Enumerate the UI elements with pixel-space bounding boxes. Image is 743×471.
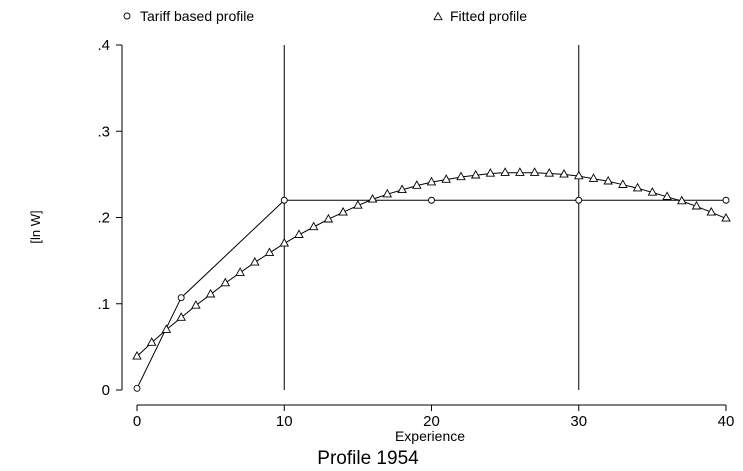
- fitted-profile-point: [647, 187, 658, 196]
- tariff-profile-point: [280, 196, 288, 204]
- fitted-profile-point: [132, 350, 142, 360]
- y-tick-label: .1: [97, 296, 110, 313]
- chart-title: Profile 1954: [317, 448, 419, 469]
- fitted-profile-point: [691, 200, 702, 210]
- fitted-profile-point: [662, 191, 672, 200]
- fitted-profile-point: [146, 337, 157, 346]
- fitted-profile-point: [677, 195, 687, 205]
- y-axis-label: [ln W]: [28, 210, 43, 243]
- fitted-profile-point: [235, 267, 245, 276]
- fitted-profile-point: [603, 175, 613, 185]
- legend: Tariff based profile Fitted profile: [123, 8, 527, 24]
- x-tick-label: 20: [423, 413, 440, 430]
- y-tick-label: .4: [97, 37, 110, 54]
- legend-label-tariff: Tariff based profile: [140, 8, 254, 24]
- axes: 0 .1 .2 .3 .4 0 10 20 30 40: [97, 37, 734, 430]
- fitted-profile-point: [191, 300, 201, 309]
- fitted-profile-point: [632, 182, 643, 192]
- fitted-profile-point: [529, 167, 540, 176]
- legend-circle-marker: [123, 12, 131, 20]
- fitted-profile-point: [161, 324, 172, 333]
- fitted-profile-point: [574, 170, 584, 180]
- fitted-profile-point: [500, 167, 510, 176]
- x-axis-label: Experience: [395, 428, 465, 444]
- legend-triangle-marker: [433, 11, 443, 21]
- fitted-profile-point: [397, 184, 407, 194]
- x-tick-label: 30: [570, 413, 587, 430]
- fitted-profile-point: [485, 168, 496, 177]
- x-tick-label: 40: [718, 413, 735, 430]
- fitted-profile-point: [338, 206, 348, 216]
- fitted-profile-point: [721, 212, 731, 222]
- tariff-profile-point: [575, 196, 583, 204]
- reference-lines: [283, 45, 580, 390]
- fitted-profile-point: [264, 247, 275, 257]
- y-tick-label: 0: [102, 382, 110, 399]
- fitted-profile-point: [559, 168, 569, 178]
- tariff-profile-point: [133, 384, 141, 392]
- fitted-profile-point: [515, 167, 525, 176]
- fitted-profile-point: [706, 206, 717, 216]
- tariff-profile-point: [177, 294, 185, 302]
- legend-label-fitted: Fitted profile: [450, 8, 527, 24]
- fitted-profile-point: [618, 179, 628, 188]
- tariff-profile-point: [428, 196, 435, 204]
- fitted-profile-point: [205, 288, 216, 298]
- fitted-profile-point: [176, 312, 186, 321]
- fitted-profile-point: [382, 188, 393, 198]
- fitted-profile-point: [353, 200, 363, 209]
- fitted-profile-point: [220, 277, 231, 287]
- fitted-profile-point: [367, 193, 378, 203]
- fitted-profile-point: [544, 168, 555, 177]
- x-tick-label: 0: [133, 413, 141, 430]
- x-tick-label: 10: [276, 413, 293, 430]
- fitted-profile-point: [456, 171, 466, 181]
- fitted-profile-point: [308, 221, 319, 231]
- tariff-profile-point: [722, 196, 730, 204]
- fitted-profile-point: [279, 237, 290, 247]
- fitted-profile-point: [323, 213, 334, 223]
- fitted-profile-point: [470, 169, 481, 179]
- fitted-profile-point: [426, 176, 437, 186]
- fitted-profile-point: [294, 229, 304, 238]
- fitted-profile-point: [412, 180, 422, 189]
- y-tick-label: .3: [97, 123, 110, 140]
- y-tick-label: .2: [97, 210, 110, 227]
- fitted-profile-point: [441, 174, 451, 183]
- series-markers: [132, 167, 731, 392]
- fitted-profile-point: [250, 256, 260, 266]
- fitted-profile-point: [588, 173, 599, 182]
- tariff-profile-line: [136, 199, 726, 389]
